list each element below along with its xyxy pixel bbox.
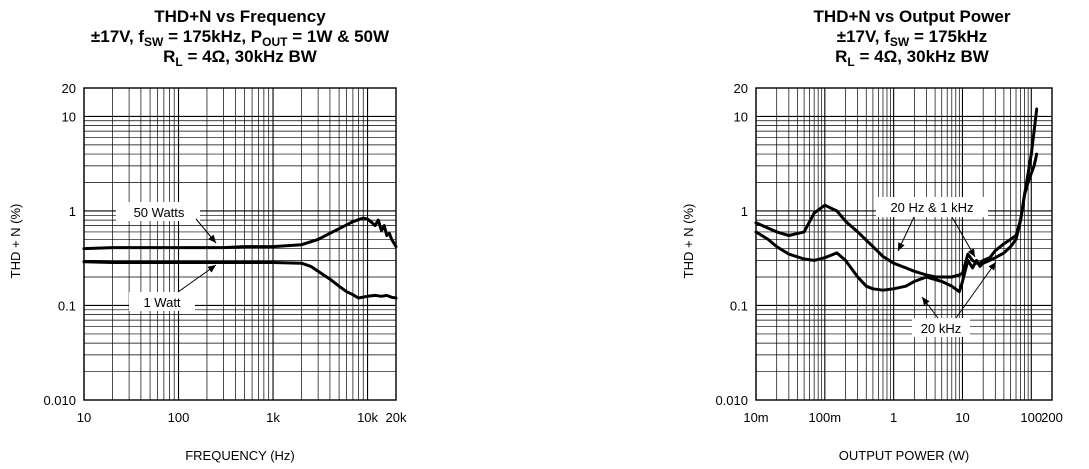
x-tick-label: 200	[1041, 410, 1063, 425]
y-tick-label: 20	[734, 81, 748, 96]
plot-frame	[83, 87, 397, 401]
chart-title: THD+N vs Frequency±17V, fSW = 175kHz, PO…	[91, 7, 390, 69]
title-line: THD+N vs Frequency	[154, 7, 326, 26]
x-tick-label: 100m	[809, 410, 842, 425]
annotation-bg	[876, 197, 988, 217]
arrowhead	[898, 242, 905, 251]
grid	[755, 87, 1053, 401]
annotation-label: 1 Watt	[143, 295, 180, 310]
y-tick-label: 1	[741, 204, 748, 219]
title-line: ±17V, fSW = 175kHz, POUT = 1W & 50W	[91, 27, 390, 49]
x-tick-label: 1	[890, 410, 897, 425]
title-line: THD+N vs Output Power	[814, 7, 1011, 26]
annotation: 20 kHz	[912, 261, 997, 337]
y-tick-label: 10	[734, 109, 748, 124]
leader-line	[955, 261, 997, 319]
annotation-label: 50 Watts	[134, 205, 185, 220]
x-tick-label: 1k	[266, 410, 280, 425]
annotation-label: 20 Hz & 1 kHz	[890, 200, 973, 215]
series-line-2	[754, 152, 1039, 294]
annotation-bg	[912, 318, 970, 337]
x-axis-label: FREQUENCY (Hz)	[185, 448, 295, 463]
y-axis-label: THD + N (%)	[681, 204, 696, 279]
chart-title: THD+N vs Output Power±17V, fSW = 175kHzR…	[814, 7, 1011, 69]
series-line-1	[82, 216, 398, 251]
x-axis-label: OUTPUT POWER (W)	[839, 448, 969, 463]
title-line: RL = 4Ω, 30kHz BW	[163, 47, 318, 69]
y-tick-label: 20	[62, 81, 76, 96]
y-axis-label: THD + N (%)	[8, 204, 23, 279]
x-tick-label: 10k	[357, 410, 378, 425]
y-tick-label: 0.1	[730, 298, 748, 313]
y-tick-label: 0.1	[58, 298, 76, 313]
annotation-bg	[129, 292, 195, 311]
arrowhead	[207, 265, 216, 273]
annotation-bg	[116, 202, 200, 221]
title-line: RL = 4Ω, 30kHz BW	[835, 47, 990, 69]
y-tick-label: 1	[69, 204, 76, 219]
x-tick-label: 10	[955, 410, 969, 425]
arrowhead	[967, 248, 975, 257]
chart-1: THD+N vs Frequency±17V, fSW = 175kHz, PO…	[8, 7, 407, 463]
arrowhead	[922, 297, 930, 306]
y-tick-label: 0.010	[43, 393, 76, 408]
x-tick-label: 100	[1020, 410, 1042, 425]
series-line-1	[754, 107, 1039, 279]
annotation: 50 Watts	[116, 202, 217, 244]
plot-frame	[755, 87, 1053, 401]
arrowhead	[208, 234, 216, 243]
x-tick-label: 20k	[386, 410, 407, 425]
y-tick-label: 10	[62, 109, 76, 124]
series-line-2	[82, 260, 398, 300]
annotation-label: 20 kHz	[921, 321, 961, 336]
x-tick-label: 100	[168, 410, 190, 425]
x-tick-label: 10m	[743, 410, 768, 425]
grid	[83, 87, 397, 401]
annotation: 1 Watt	[129, 264, 217, 311]
title-line: ±17V, fSW = 175kHz	[837, 27, 987, 49]
y-tick-label: 0.010	[715, 393, 748, 408]
annotation: 20 Hz & 1 kHz	[876, 197, 988, 258]
x-tick-label: 10	[77, 410, 91, 425]
chart-2: THD+N vs Output Power±17V, fSW = 175kHzR…	[681, 7, 1063, 463]
arrowhead	[988, 262, 996, 271]
